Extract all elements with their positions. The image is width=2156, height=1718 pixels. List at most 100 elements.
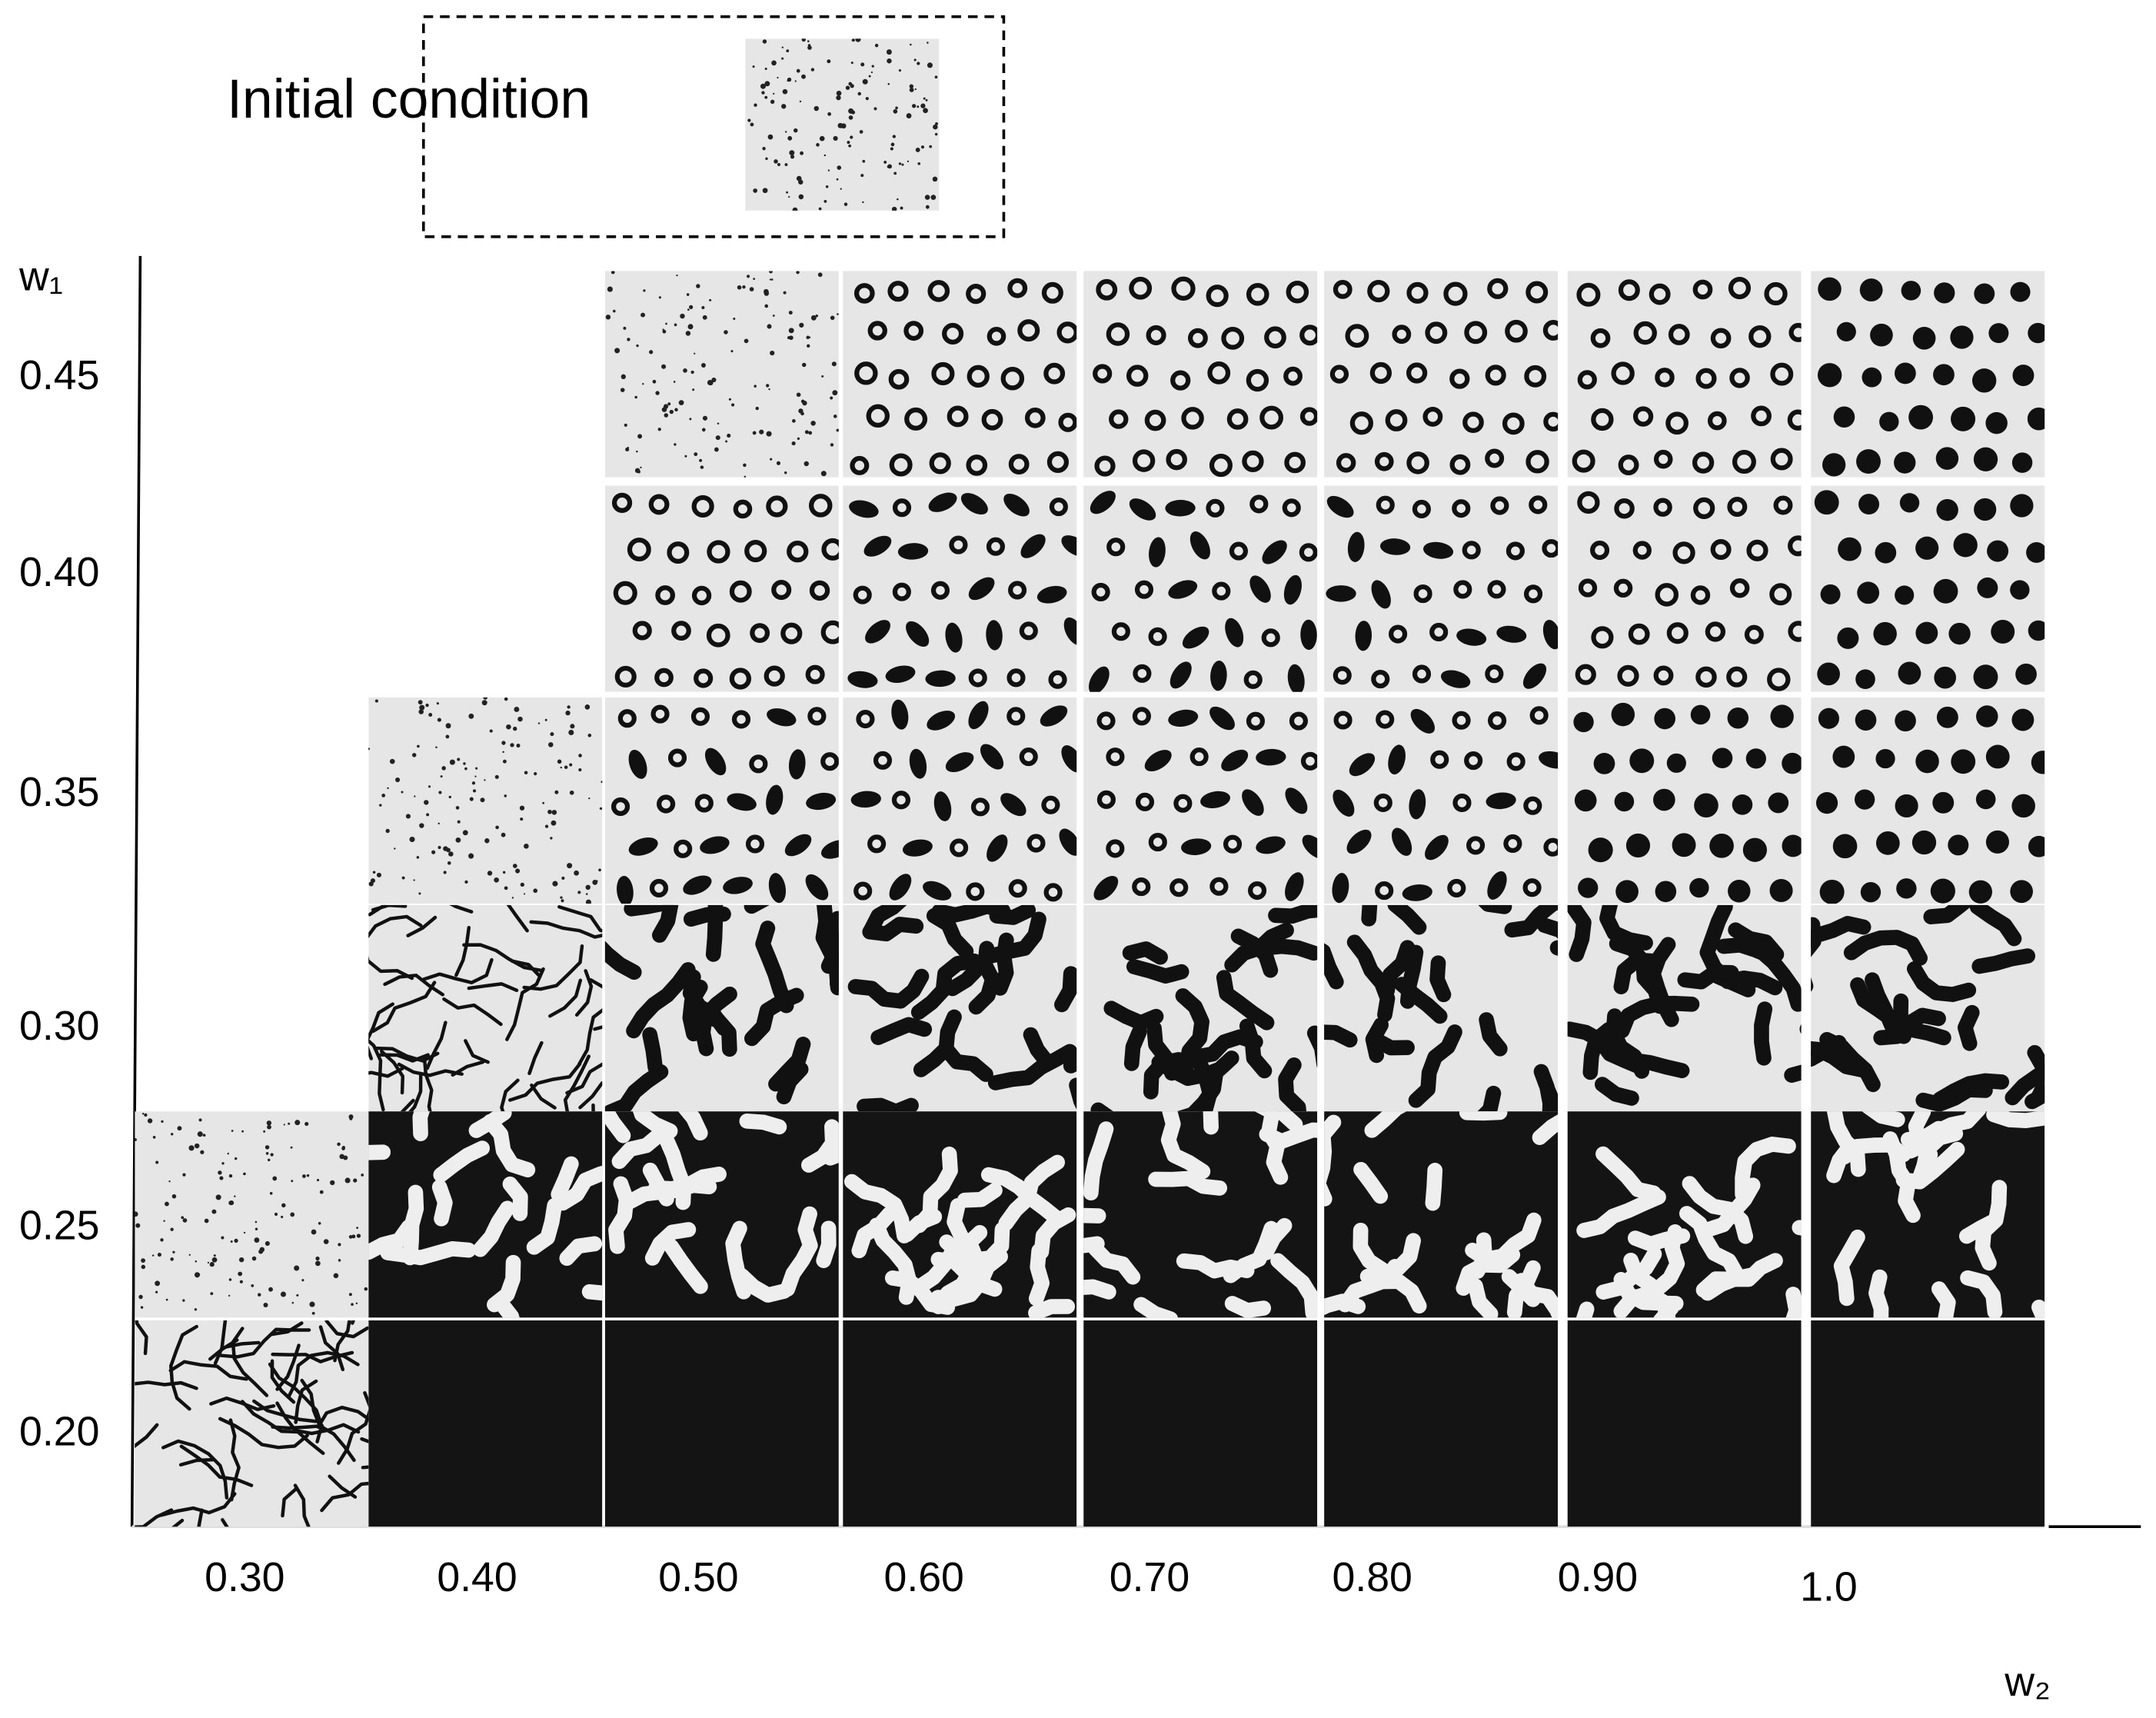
ring [867, 834, 887, 854]
ring [1169, 878, 1189, 897]
ring [1389, 624, 1408, 644]
blob [897, 543, 929, 560]
ring [1106, 322, 1130, 346]
speck [865, 97, 869, 101]
speck [702, 315, 707, 320]
ring [1591, 408, 1614, 431]
ring [866, 404, 890, 428]
stripe [1364, 1111, 1407, 1138]
speck [799, 322, 804, 328]
blob [1061, 535, 1077, 557]
speck [821, 375, 824, 378]
ring [1578, 578, 1598, 598]
speck [269, 1191, 273, 1195]
blob [788, 749, 806, 780]
speck [188, 1145, 195, 1151]
speck [188, 1254, 191, 1256]
ring [931, 361, 955, 385]
speck [431, 850, 436, 854]
speck [364, 1287, 368, 1291]
ring [887, 281, 909, 302]
spot [1935, 447, 1959, 470]
speck [542, 801, 545, 804]
speck [520, 882, 524, 887]
ring [1529, 706, 1549, 725]
speck [816, 143, 820, 147]
stripe [1679, 1206, 1745, 1283]
blob [1355, 621, 1372, 651]
ring [1591, 626, 1614, 649]
ring [1788, 535, 1802, 557]
speck [701, 305, 705, 310]
ring [967, 365, 990, 388]
speck [813, 105, 819, 112]
stripe [847, 968, 930, 1009]
speck [694, 352, 696, 355]
speck [592, 879, 598, 885]
spot [1901, 281, 1921, 301]
ring [1523, 796, 1542, 815]
speck [268, 1158, 271, 1162]
speck [155, 1280, 161, 1287]
spot [1782, 752, 1802, 774]
pattern-cell [604, 271, 839, 478]
speck [788, 328, 794, 334]
stripe [168, 1360, 248, 1381]
speck [455, 837, 461, 843]
x-tick-label: 1.0 [1800, 1564, 1858, 1610]
ring [1349, 411, 1374, 435]
speck [933, 124, 938, 130]
stripe [1811, 1040, 1871, 1078]
speck [676, 274, 678, 277]
speck [917, 62, 920, 65]
spot [1728, 880, 1751, 903]
spot [1968, 880, 1992, 904]
speck [255, 1227, 258, 1230]
speck [172, 1250, 175, 1254]
ring [764, 665, 785, 687]
speck [376, 872, 382, 877]
blob [906, 621, 930, 648]
ring [1452, 499, 1471, 518]
speck [767, 134, 774, 140]
speck [850, 135, 853, 139]
ring [1286, 280, 1309, 304]
stripe [574, 969, 594, 1017]
speck [171, 1194, 177, 1199]
ring [807, 707, 827, 726]
ring [691, 585, 712, 606]
pattern-cell [368, 697, 603, 904]
spot [1858, 494, 1880, 515]
blob [986, 620, 1003, 651]
speck [274, 1212, 278, 1216]
ring [970, 797, 990, 817]
ring [1695, 666, 1717, 688]
speck [235, 1157, 238, 1160]
speck [786, 49, 790, 52]
speck [914, 88, 917, 91]
ring [657, 794, 676, 814]
ring [1729, 578, 1750, 598]
speck [265, 1240, 270, 1247]
speck [674, 443, 677, 446]
speck [462, 830, 468, 836]
initial-box [421, 15, 1006, 238]
ring [1187, 328, 1208, 348]
speck [818, 207, 822, 211]
speck [797, 437, 800, 441]
stripe [559, 1236, 603, 1266]
spot [1860, 882, 1882, 903]
ring [853, 283, 875, 304]
speck [900, 206, 903, 210]
speck [511, 897, 514, 899]
speck [401, 876, 405, 880]
stripe [208, 1338, 239, 1361]
speck [665, 322, 667, 325]
speck [833, 135, 838, 142]
speck [868, 75, 871, 78]
speck [883, 160, 887, 164]
speck [443, 871, 447, 874]
blob [1542, 619, 1559, 650]
stripe [1971, 948, 2035, 974]
spot [1912, 326, 1936, 350]
